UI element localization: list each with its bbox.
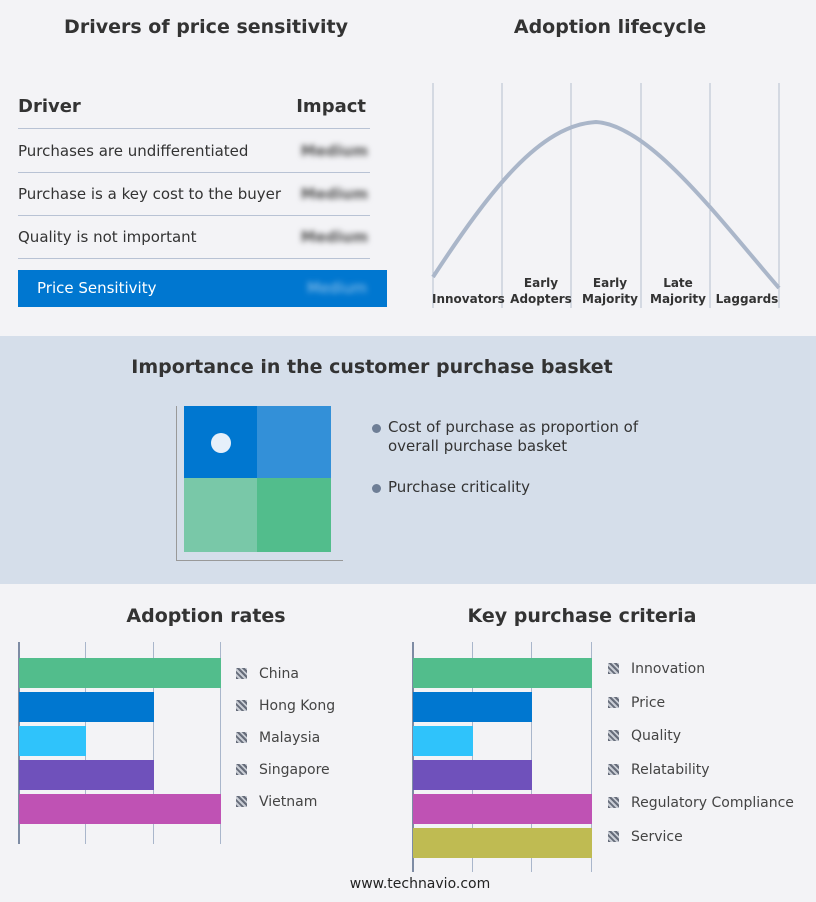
- driver-header: Driver: [18, 96, 81, 117]
- footer-url: www.technavio.com: [349, 876, 491, 892]
- position-marker: [211, 433, 231, 453]
- legend-item: Service: [608, 829, 683, 845]
- legend-item: Relatability: [608, 762, 710, 778]
- legend-item: Price: [608, 695, 665, 711]
- price-sensitivity-summary: Price Sensitivity Medium: [18, 270, 387, 307]
- bar-malaysia: [19, 726, 87, 756]
- legend-label: Relatability: [631, 761, 710, 778]
- legend-label: Service: [631, 829, 683, 845]
- legend-item: Malaysia: [236, 730, 320, 746]
- bar-relatability: [413, 760, 533, 790]
- legend-swatch-icon: [236, 732, 247, 743]
- legend-swatch-icon: [236, 668, 247, 679]
- legend-swatch-icon: [608, 663, 619, 674]
- legend-swatch-icon: [608, 696, 619, 708]
- impact-header: Impact: [296, 96, 366, 117]
- driver-row: Purchase is a key cost to the buyer Mediu…: [18, 173, 370, 216]
- impact-value: Medium: [300, 142, 368, 160]
- lifecycle-curve: [431, 119, 781, 290]
- summary-label: Price Sensitivity: [37, 279, 157, 297]
- table-header: Driver Impact: [18, 86, 370, 129]
- bar-price: [413, 692, 533, 722]
- key-purchase-criteria-title: Key purchase criteria: [467, 605, 697, 627]
- legend-item: Vietnam: [236, 794, 317, 810]
- impact-value: Medium: [300, 228, 368, 246]
- legend-label: Price: [631, 694, 666, 711]
- bar-china: [19, 658, 221, 688]
- legend-swatch-icon: [608, 730, 619, 742]
- adoption-rates-title: Adoption rates: [126, 605, 286, 627]
- legend-item: Singapore: [236, 762, 330, 778]
- gridline: [412, 642, 414, 872]
- legend-swatch-icon: [236, 796, 247, 807]
- lifecycle-title: Adoption lifecycle: [513, 16, 707, 38]
- gridline: [531, 642, 533, 872]
- legend-label: Quality: [631, 728, 682, 745]
- driver-label: Purchase is a key cost to the buyer: [18, 185, 282, 203]
- legend-item: China: [236, 666, 299, 682]
- legend-cost: Cost of purchase as proportion of overal…: [388, 418, 639, 455]
- summary-impact: Medium: [307, 279, 367, 297]
- legend-label: Innovation: [631, 661, 706, 677]
- legend-item: Quality: [608, 728, 681, 744]
- bar-vietnam: [19, 794, 221, 824]
- basket-title: Importance in the customer purchase bask…: [131, 356, 613, 378]
- legend-swatch-icon: [608, 797, 619, 809]
- legend-label: China: [259, 666, 299, 682]
- driver-label: Quality is not important: [18, 228, 197, 246]
- basket-matrix: [176, 406, 343, 561]
- legend-label: Malaysia: [259, 730, 321, 746]
- legend-label: Singapore: [259, 762, 330, 778]
- legend-swatch-icon: [608, 831, 619, 842]
- lifecycle-stage: Late Majority: [650, 276, 706, 306]
- basket-legend: Cost of purchase as proportion of overal…: [372, 418, 642, 497]
- legend-label: Hong Kong: [259, 698, 336, 714]
- legend-swatch-icon: [236, 700, 247, 711]
- legend-item: Innovation: [608, 661, 705, 677]
- lifecycle-stage: Innovators: [432, 292, 505, 306]
- price-sensitivity-title: Drivers of price sensitivity: [64, 16, 348, 38]
- bar-hong-kong: [19, 692, 154, 722]
- bar-regulatory-compliance: [413, 794, 592, 824]
- basket-section: [0, 336, 816, 584]
- lifecycle-chart: [431, 83, 781, 308]
- bar-singapore: [19, 760, 154, 790]
- legend-criticality: Purchase criticality: [388, 478, 531, 496]
- legend-item: Regulatory Compliance: [608, 795, 794, 811]
- lifecycle-stage: Laggards: [715, 292, 779, 306]
- impact-value: Medium: [300, 185, 368, 203]
- driver-row: Purchases are undifferentiated Medium: [18, 130, 370, 173]
- driver-label: Purchases are undifferentiated: [18, 142, 249, 160]
- bar-quality: [413, 726, 473, 756]
- legend-swatch-icon: [608, 763, 619, 775]
- driver-row: Quality is not important Medium: [18, 216, 370, 259]
- gridline: [152, 642, 154, 844]
- gridline: [591, 642, 592, 872]
- legend-swatch-icon: [236, 764, 247, 775]
- bar-service: [413, 828, 592, 858]
- bar-innovation: [413, 658, 592, 688]
- lifecycle-stage: Early Adopters: [510, 276, 572, 306]
- legend-label: Regulatory Compliance: [631, 795, 794, 812]
- legend-label: Vietnam: [259, 794, 318, 810]
- legend-item: Hong Kong: [236, 698, 335, 714]
- lifecycle-stage: Early Majority: [582, 276, 638, 306]
- gridline: [220, 642, 221, 844]
- gridline: [471, 642, 473, 872]
